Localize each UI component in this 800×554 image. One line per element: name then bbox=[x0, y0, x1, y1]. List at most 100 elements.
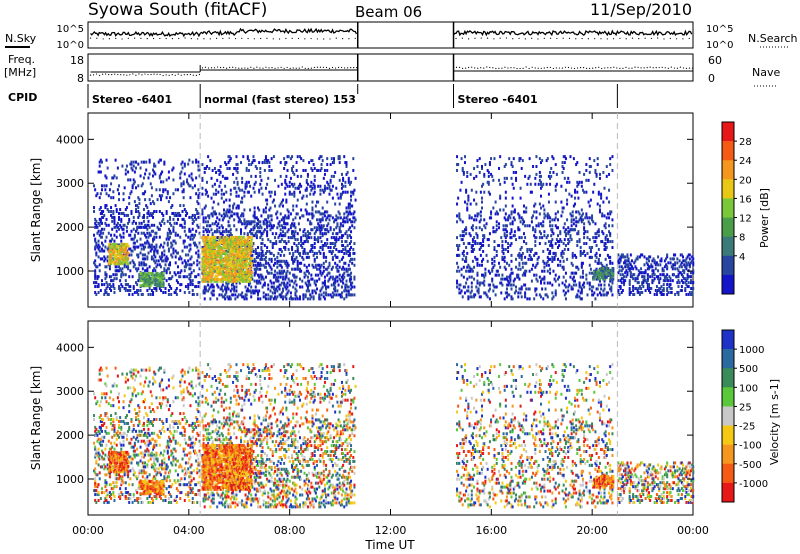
power-cell bbox=[302, 293, 305, 297]
power-cell bbox=[323, 186, 326, 190]
power-feature-cell bbox=[112, 246, 115, 250]
power-cell bbox=[595, 232, 598, 236]
power-cell bbox=[606, 253, 609, 257]
power-cell bbox=[618, 257, 621, 261]
power-cell bbox=[670, 290, 673, 294]
power-cell bbox=[112, 210, 115, 213]
power-cell bbox=[314, 283, 317, 287]
power-cell bbox=[232, 204, 235, 208]
power-cell bbox=[179, 275, 182, 279]
power-cell bbox=[339, 222, 342, 226]
power-cell bbox=[326, 186, 329, 190]
power-cell bbox=[301, 196, 304, 200]
power-cell bbox=[309, 192, 312, 196]
power-feature-cell bbox=[127, 251, 130, 255]
power-cell bbox=[158, 210, 161, 213]
power-cell bbox=[300, 208, 303, 212]
power-cell bbox=[266, 249, 269, 253]
power-feature-cell bbox=[119, 262, 122, 266]
power-cell bbox=[100, 227, 103, 231]
power-cell bbox=[319, 269, 322, 273]
power-cell bbox=[567, 238, 570, 242]
power-cell bbox=[259, 297, 262, 301]
power-cell bbox=[142, 261, 145, 265]
power-cell bbox=[130, 229, 133, 233]
power-cell bbox=[235, 190, 238, 194]
power-cell bbox=[587, 178, 590, 182]
power-cell bbox=[465, 190, 468, 194]
power-cell bbox=[491, 174, 494, 178]
power-cell bbox=[597, 230, 600, 234]
power-feature-cell bbox=[114, 253, 117, 257]
power-cell bbox=[228, 159, 231, 163]
power-cell bbox=[105, 281, 108, 285]
power-cell bbox=[320, 218, 323, 222]
power-cell bbox=[252, 291, 255, 295]
power-cell bbox=[328, 186, 331, 190]
power-cell bbox=[518, 159, 521, 163]
power-cell bbox=[292, 218, 295, 222]
power-cell bbox=[313, 190, 316, 194]
power-cell bbox=[216, 224, 219, 228]
power-cell bbox=[467, 285, 470, 289]
power-cell bbox=[158, 235, 161, 239]
power-cell bbox=[513, 234, 516, 238]
power-cell bbox=[350, 212, 353, 216]
power-cell bbox=[628, 279, 631, 283]
power-cell bbox=[253, 289, 256, 293]
power-cell bbox=[521, 222, 524, 226]
power-cell bbox=[148, 198, 151, 202]
power-cell bbox=[583, 285, 586, 289]
power-cell bbox=[584, 216, 587, 220]
power-cell bbox=[534, 182, 537, 186]
power-cell bbox=[298, 182, 301, 186]
power-cell bbox=[588, 238, 591, 242]
power-cell bbox=[219, 263, 222, 267]
power-cell bbox=[266, 161, 269, 165]
power-cell bbox=[524, 261, 527, 265]
power-cell bbox=[277, 236, 280, 240]
power-cell bbox=[502, 228, 505, 232]
nave-point bbox=[549, 66, 551, 69]
power-cell bbox=[104, 277, 107, 281]
power-cell bbox=[182, 182, 185, 186]
power-cell bbox=[260, 178, 263, 182]
noise-search-point bbox=[612, 38, 615, 40]
power-cell bbox=[318, 249, 321, 253]
power-cell bbox=[519, 247, 522, 251]
power-cell bbox=[549, 267, 552, 271]
power-cell bbox=[253, 257, 256, 261]
power-cell bbox=[211, 168, 214, 172]
power-cell bbox=[144, 257, 147, 261]
power-cell bbox=[213, 247, 216, 251]
power-cell bbox=[117, 215, 120, 219]
power-cell bbox=[351, 293, 354, 297]
power-cell bbox=[478, 157, 481, 161]
power-cell bbox=[306, 172, 309, 176]
power-cell bbox=[469, 269, 472, 273]
power-cell bbox=[352, 192, 355, 196]
power-cell bbox=[509, 273, 512, 277]
power-cell bbox=[260, 226, 263, 230]
power-cell bbox=[578, 295, 581, 299]
power-cell bbox=[499, 194, 502, 198]
power-cell bbox=[541, 236, 544, 240]
power-cell bbox=[326, 224, 329, 228]
power-cell bbox=[595, 172, 598, 176]
power-cell bbox=[326, 210, 329, 214]
power-cell bbox=[321, 218, 324, 222]
power-cell bbox=[152, 211, 155, 215]
power-cell bbox=[333, 220, 336, 224]
power-feature-cell bbox=[203, 263, 206, 267]
power-cell bbox=[141, 257, 144, 261]
power-cell bbox=[314, 230, 317, 234]
power-cell bbox=[312, 253, 315, 257]
power-cell bbox=[495, 249, 498, 253]
cpid-segments: Stereo -6401 normal (fast stereo) 153 Ster… bbox=[87, 84, 618, 108]
power-feature-cell bbox=[214, 276, 217, 280]
nave-point bbox=[498, 67, 500, 69]
power-cell bbox=[559, 230, 562, 234]
power-cell bbox=[588, 283, 591, 287]
power-cell bbox=[169, 217, 172, 221]
